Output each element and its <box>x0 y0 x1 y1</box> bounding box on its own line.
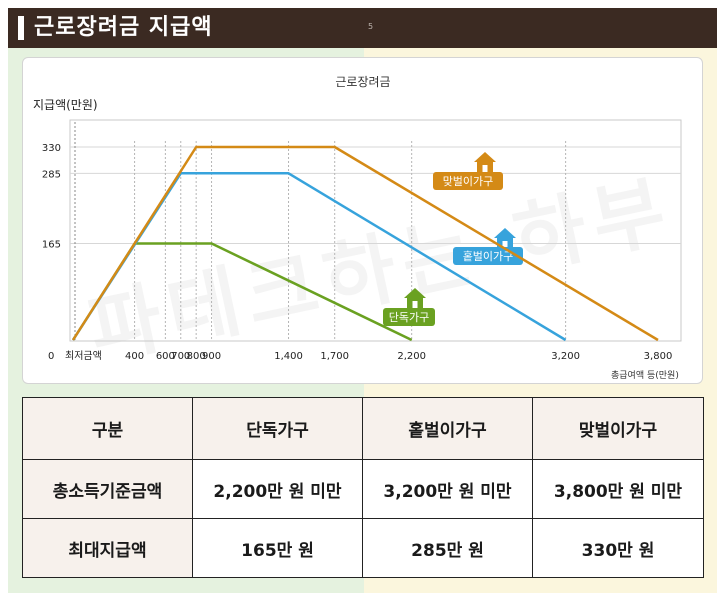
table-cell: 285만 원 <box>362 518 533 578</box>
series-line <box>71 145 659 342</box>
table-row: 최대지급액 165만 원 285만 원 330만 원 <box>22 518 704 578</box>
x-axis-label: 총급여액 등(만원) <box>611 369 679 381</box>
house-icon <box>494 228 516 238</box>
x-tick-label: 400 <box>125 351 144 362</box>
house-icon <box>474 152 496 162</box>
table-row-header: 최대지급액 <box>22 518 193 578</box>
table-cell: 3,200만 원 미만 <box>362 459 533 519</box>
origin-annotation: 최저금액 <box>65 350 102 362</box>
table-header-row: 구분 단독가구 홑벌이가구 맞벌이가구 <box>22 397 704 460</box>
plot-frame <box>69 119 682 342</box>
page-header: 근로장려금 지급액 5 <box>8 8 717 48</box>
legend-entry: 맞벌이가구 <box>443 175 494 188</box>
legend-entry: 단독가구 <box>389 311 429 324</box>
y-tick-label: 165 <box>42 240 61 251</box>
x-tick-label: 1,700 <box>320 351 349 362</box>
header-accent-bar <box>18 16 24 40</box>
series-line <box>71 242 413 342</box>
house-icon <box>502 241 508 248</box>
x-tick-label: 900 <box>202 351 221 362</box>
series-label-badge <box>453 247 523 265</box>
x-tick-label: 2,200 <box>397 351 426 362</box>
page-title: 근로장려금 지급액 <box>34 15 213 40</box>
x-tick-label: 1,400 <box>274 351 303 362</box>
page-number: 5 <box>368 22 374 31</box>
y-tick-label: 285 <box>42 169 61 180</box>
y-axis-label: 지급액(만원) <box>33 98 98 112</box>
summary-table: 구분 단독가구 홑벌이가구 맞벌이가구 총소득기준금액 2,200만 원 미만 … <box>22 397 704 578</box>
x-tick-label: 700 <box>171 351 190 362</box>
table-row-header: 총소득기준금액 <box>22 459 193 519</box>
table-cell: 330만 원 <box>532 518 704 578</box>
table-cell: 2,200만 원 미만 <box>192 459 363 519</box>
series-label-badge <box>433 172 503 190</box>
x-tick-label: 800 <box>187 351 206 362</box>
x-tick-label: 600 <box>156 351 175 362</box>
house-icon <box>482 165 488 172</box>
table-cell: 3,800만 원 미만 <box>532 459 704 519</box>
table-header-cell: 맞벌이가구 <box>532 397 704 460</box>
y-tick-label: 330 <box>42 143 61 154</box>
series-label-badge <box>383 308 435 326</box>
x-tick-label: 3,800 <box>644 351 673 362</box>
table-header-cell: 구분 <box>22 397 193 460</box>
table-header-cell: 홑벌이가구 <box>362 397 533 460</box>
table-header-cell: 단독가구 <box>192 397 363 460</box>
x-tick-label: 3,200 <box>551 351 580 362</box>
table-cell: 165만 원 <box>192 518 363 578</box>
legend-entry: 홑벌이가구 <box>463 250 514 263</box>
table-row: 총소득기준금액 2,200만 원 미만 3,200만 원 미만 3,800만 원… <box>22 459 704 519</box>
chart-title: 근로장려금 <box>335 75 390 89</box>
y-tick-label: 0 <box>48 351 54 362</box>
house-icon <box>404 288 426 298</box>
house-icon <box>412 301 418 308</box>
